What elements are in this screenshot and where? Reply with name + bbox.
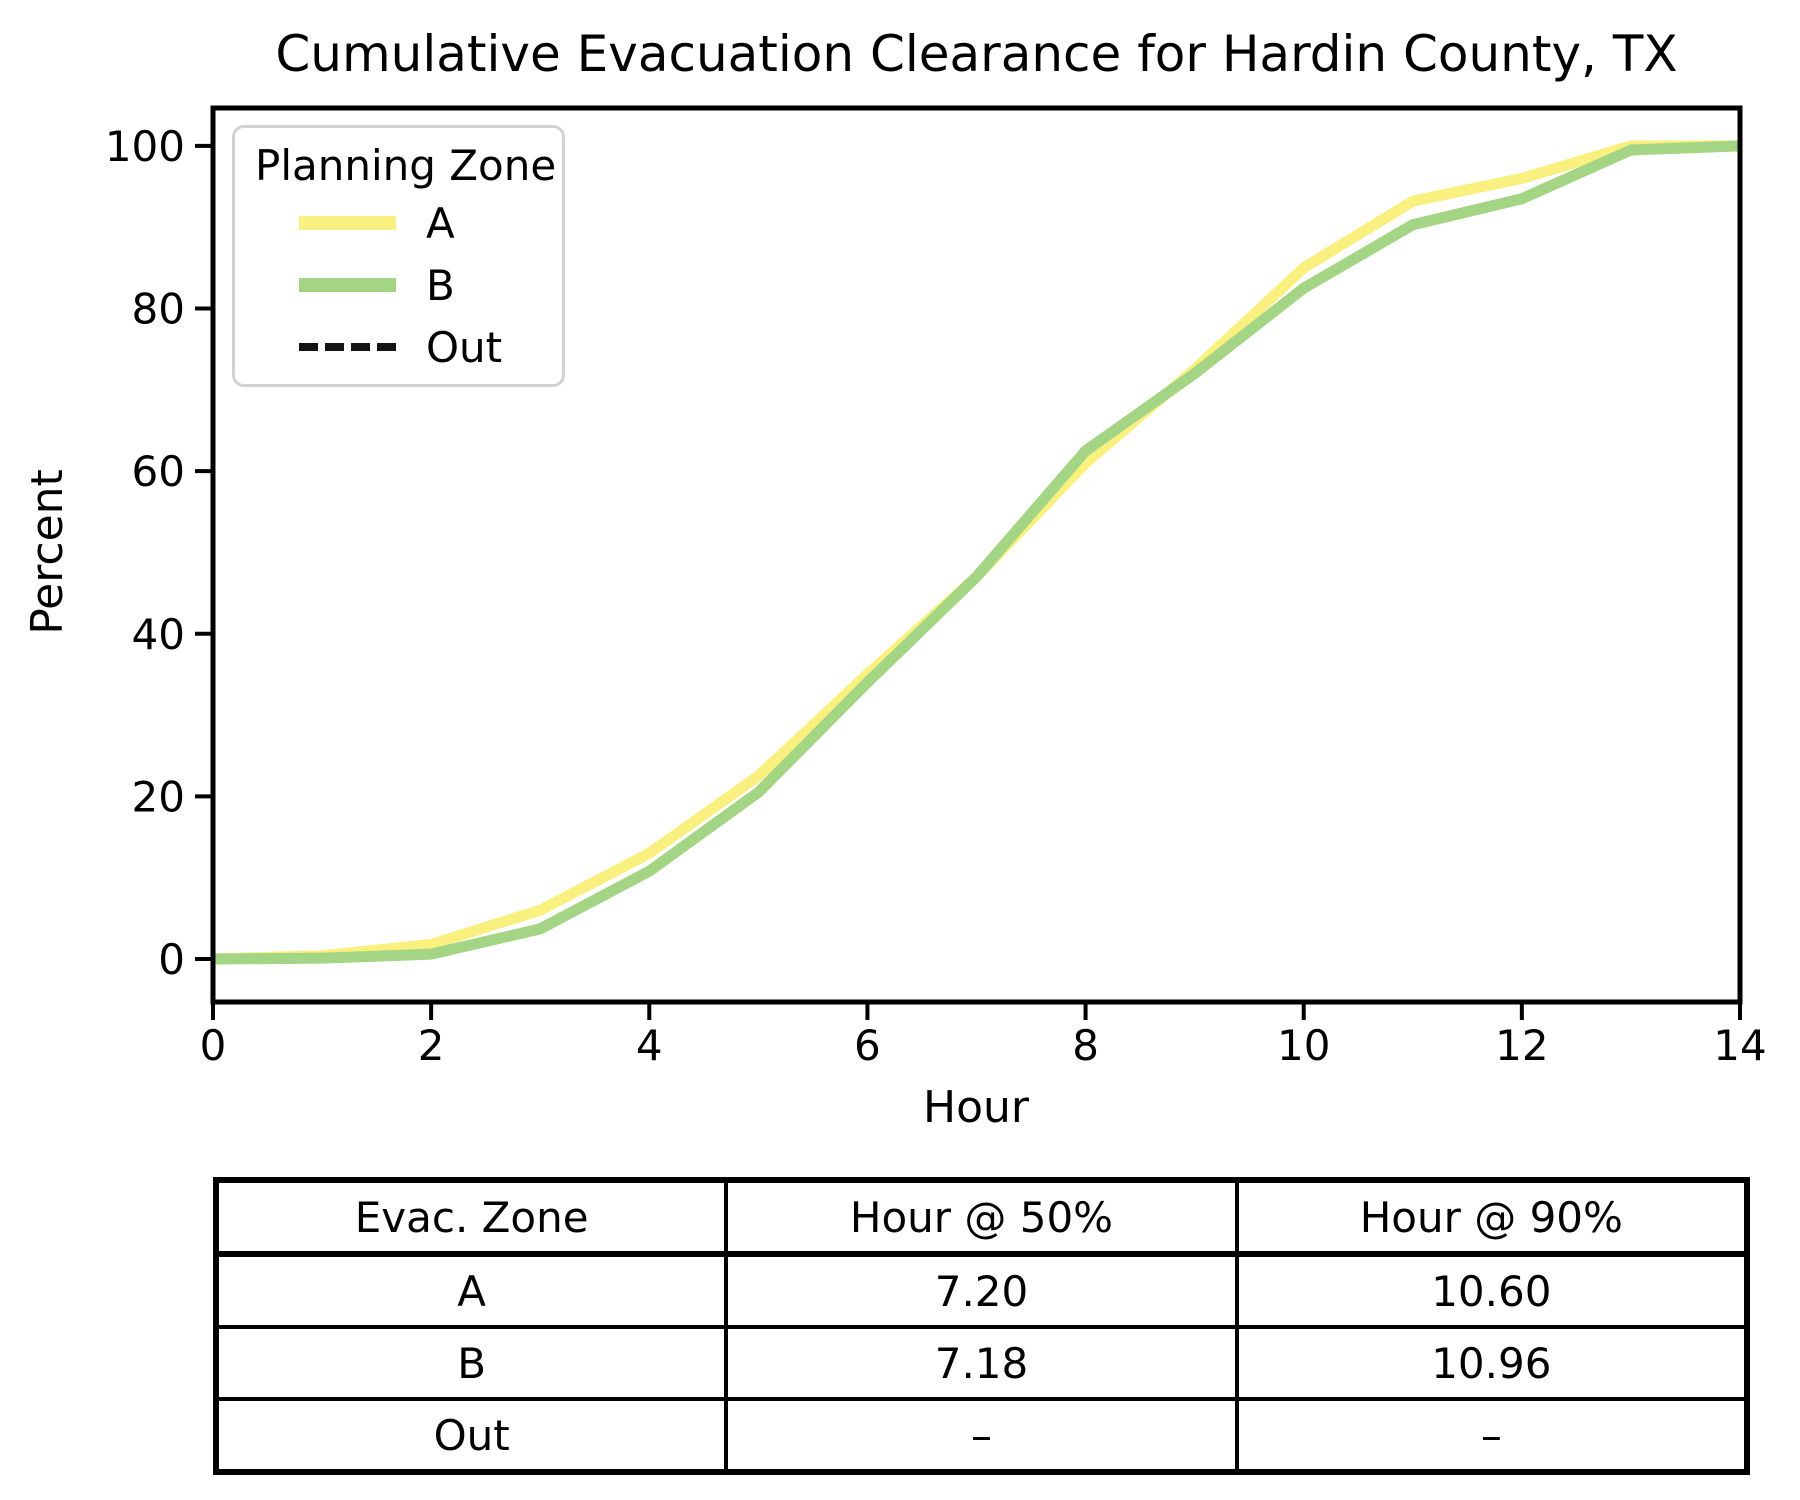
plot-series [212, 140, 1741, 965]
table-header-cell: Hour @ 50% [724, 1178, 1239, 1257]
chart-title: Cumulative Evacuation Clearance for Hard… [275, 25, 1678, 83]
plot-border [210, 105, 1743, 1005]
table-cell: Out [213, 1397, 729, 1474]
y-axis: 0 20 40 60 80 100 [105, 122, 213, 984]
legend-entry-label: Out [426, 322, 503, 372]
table-cell: 7.18 [724, 1325, 1239, 1401]
table-row: A 7.20 10.60 [213, 1252, 1750, 1329]
legend-entries: A B Out [255, 192, 562, 378]
table-row: B 7.18 10.96 [213, 1325, 1750, 1401]
x-tick-label: 14 [1713, 1021, 1766, 1070]
y-axis-label: Percent [22, 469, 73, 635]
x-tick-label: 8 [1072, 1021, 1099, 1070]
table-cell: 7.20 [724, 1252, 1239, 1329]
table-cell: A [213, 1252, 729, 1329]
table-header-row: Evac. Zone Hour @ 50% Hour @ 90% [213, 1178, 1750, 1257]
legend-entry-B: B [255, 254, 562, 316]
table-row: Out – – [213, 1397, 1750, 1474]
x-axis: 0 2 4 6 8 10 12 14 [200, 1002, 1767, 1070]
clearance-summary-table: Evac. Zone Hour @ 50% Hour @ 90% A 7.20 10.6… [213, 1177, 1750, 1475]
x-tick-label: 6 [854, 1021, 881, 1070]
line-chart: 0 2 4 6 8 10 12 14 0 20 40 60 80 100 Hour Percent [22, 105, 1767, 1133]
y-tick-label: 0 [158, 935, 185, 984]
x-tick-label: 0 [200, 1021, 227, 1070]
x-tick-label: 12 [1495, 1021, 1548, 1070]
x-tick-label: 10 [1277, 1021, 1330, 1070]
y-tick-label: 20 [132, 772, 185, 821]
legend-entry-label: B [426, 260, 455, 310]
line-swatch [299, 278, 396, 292]
y-tick-label: 60 [132, 447, 185, 496]
y-tick-label: 40 [132, 610, 185, 659]
dashed-line-swatch [299, 343, 396, 351]
x-tick-label: 4 [636, 1021, 663, 1070]
table-cell: – [1234, 1397, 1750, 1474]
y-tick-label: 80 [132, 285, 185, 334]
table-cell: B [213, 1325, 729, 1401]
legend-title: Planning Zone [255, 141, 557, 190]
y-tick-label: 100 [105, 122, 185, 171]
table-header-cell: Hour @ 90% [1234, 1178, 1750, 1257]
x-axis-label: Hour [923, 1082, 1030, 1133]
table-header-cell: Evac. Zone [213, 1178, 729, 1257]
line-swatch [299, 216, 396, 230]
legend-entry-Out: Out [255, 316, 562, 378]
table-cell: – [724, 1397, 1239, 1474]
table-cell: 10.96 [1234, 1325, 1750, 1401]
legend-box: Planning Zone A B Out [232, 125, 565, 387]
legend-entry-label: A [426, 198, 455, 248]
legend-entry-A: A [255, 192, 562, 254]
x-tick-label: 2 [418, 1021, 445, 1070]
table-cell: 10.60 [1234, 1252, 1750, 1329]
series-line-B [212, 140, 1741, 965]
